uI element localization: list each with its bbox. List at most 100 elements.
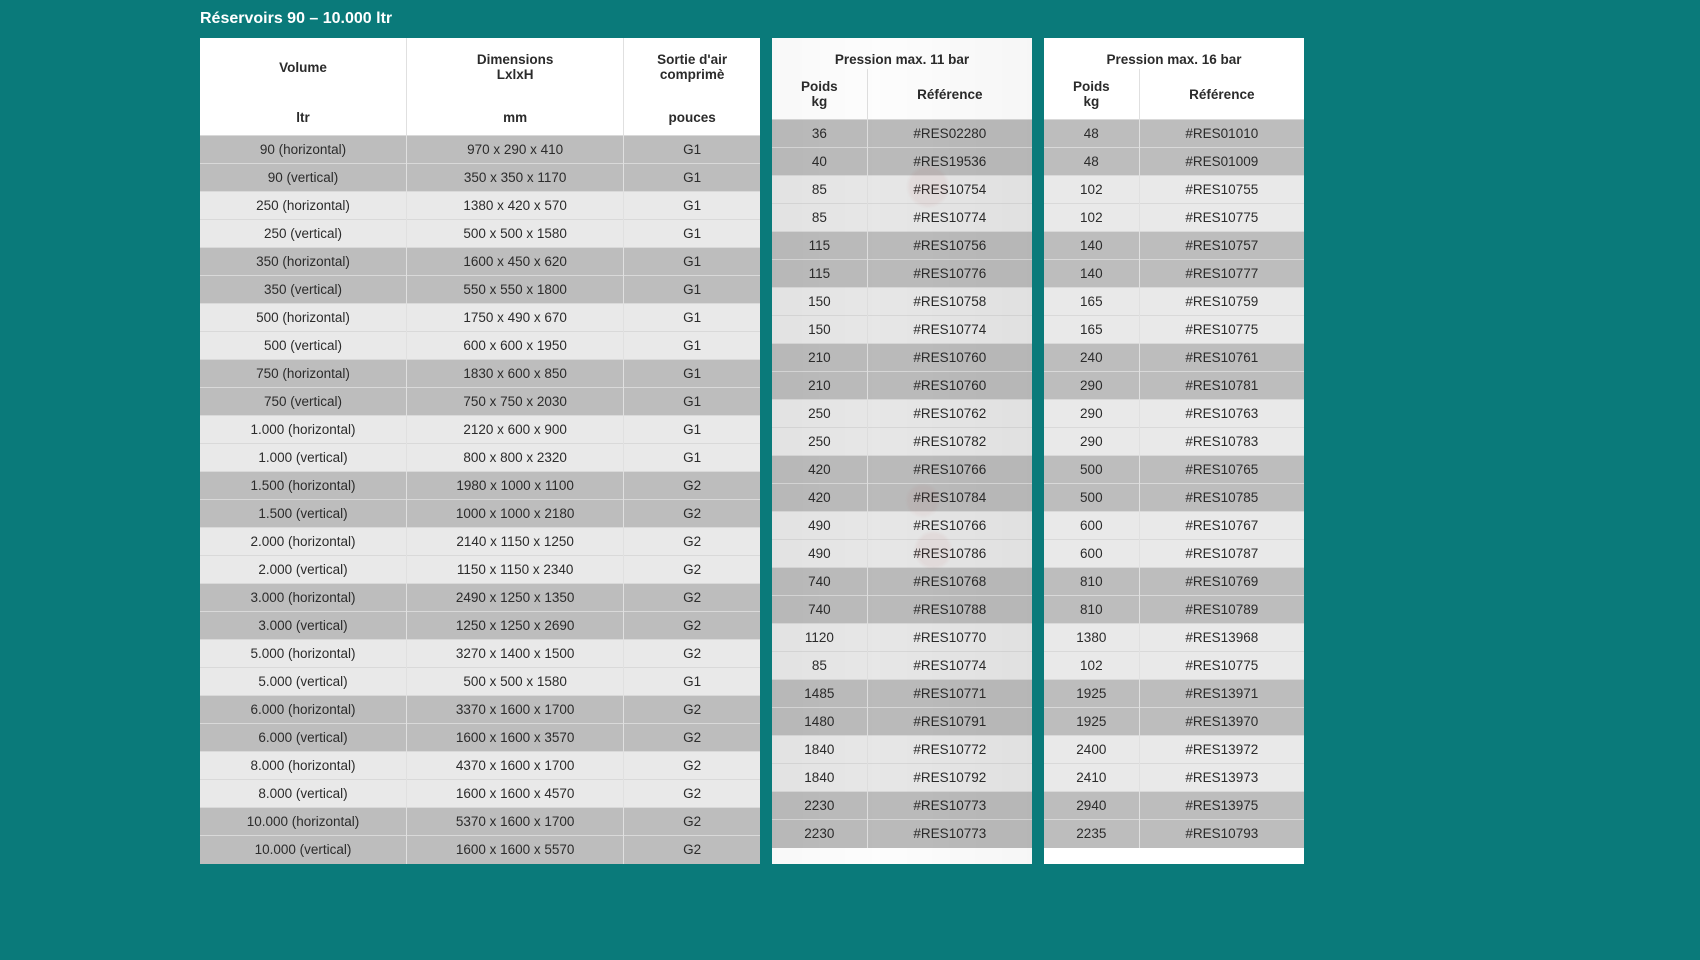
cell-ref-16: #RES13973 <box>1139 764 1304 792</box>
cell-weight-16: 102 <box>1044 652 1139 680</box>
cell-dimensions: 1250 x 1250 x 2690 <box>407 612 624 640</box>
table-row: 1480#RES10791 <box>772 708 1032 736</box>
table-row: 3.000 (horizontal)2490 x 1250 x 1350G2 <box>200 584 760 612</box>
cell-dimensions: 2120 x 600 x 900 <box>407 416 624 444</box>
col-dimensions-label: Dimensions LxlxH <box>407 38 624 84</box>
cell-weight-11: 2230 <box>772 820 867 848</box>
table-row: 500#RES10765 <box>1044 456 1304 484</box>
table-row: 6.000 (vertical)1600 x 1600 x 3570G2 <box>200 724 760 752</box>
cell-weight-16: 500 <box>1044 484 1139 512</box>
cell-weight-16: 1925 <box>1044 680 1139 708</box>
cell-volume: 3.000 (horizontal) <box>200 584 407 612</box>
cell-weight-11: 85 <box>772 176 867 204</box>
cell-weight-11: 1840 <box>772 736 867 764</box>
table-row: 250#RES10782 <box>772 428 1032 456</box>
cell-volume: 6.000 (vertical) <box>200 724 407 752</box>
table-row: 2400#RES13972 <box>1044 736 1304 764</box>
table-row: 1925#RES13971 <box>1044 680 1304 708</box>
cell-outlet: G2 <box>624 640 760 668</box>
cell-outlet: G1 <box>624 388 760 416</box>
table-row: 500#RES10785 <box>1044 484 1304 512</box>
cell-ref-11: #RES10773 <box>867 792 1032 820</box>
table-row: 1.500 (horizontal)1980 x 1000 x 1100G2 <box>200 472 760 500</box>
cell-weight-11: 210 <box>772 372 867 400</box>
cell-ref-11: #RES10766 <box>867 456 1032 484</box>
cell-volume: 3.000 (vertical) <box>200 612 407 640</box>
cell-ref-16: #RES01010 <box>1139 120 1304 148</box>
cell-weight-11: 2230 <box>772 792 867 820</box>
cell-ref-16: #RES13971 <box>1139 680 1304 708</box>
cell-weight-16: 810 <box>1044 596 1139 624</box>
cell-ref-11: #RES10770 <box>867 624 1032 652</box>
cell-ref-11: #RES10772 <box>867 736 1032 764</box>
cell-outlet: G1 <box>624 192 760 220</box>
cell-outlet: G1 <box>624 220 760 248</box>
cell-ref-16: #RES10755 <box>1139 176 1304 204</box>
cell-volume: 750 (vertical) <box>200 388 407 416</box>
col-p16-ref: Référence <box>1139 69 1304 120</box>
cell-ref-16: #RES10765 <box>1139 456 1304 484</box>
cell-ref-16: #RES10785 <box>1139 484 1304 512</box>
col-p16-weight: Poids kg <box>1044 69 1139 120</box>
cell-dimensions: 2490 x 1250 x 1350 <box>407 584 624 612</box>
cell-ref-11: #RES10784 <box>867 484 1032 512</box>
table-row: 85#RES10774 <box>772 204 1032 232</box>
cell-weight-16: 140 <box>1044 232 1139 260</box>
cell-dimensions: 600 x 600 x 1950 <box>407 332 624 360</box>
table-p16: Pression max. 16 bar Poids kg Référence … <box>1044 38 1304 848</box>
cell-dimensions: 1600 x 1600 x 5570 <box>407 836 624 864</box>
cell-ref-11: #RES10771 <box>867 680 1032 708</box>
cell-dimensions: 1380 x 420 x 570 <box>407 192 624 220</box>
table-row: 48#RES01010 <box>1044 120 1304 148</box>
table-row: 2230#RES10773 <box>772 792 1032 820</box>
cell-volume: 500 (horizontal) <box>200 304 407 332</box>
cell-outlet: G1 <box>624 332 760 360</box>
cell-weight-16: 290 <box>1044 428 1139 456</box>
cell-weight-11: 490 <box>772 512 867 540</box>
table-row: 2235#RES10793 <box>1044 820 1304 848</box>
cell-ref-11: #RES19536 <box>867 148 1032 176</box>
cell-weight-11: 1485 <box>772 680 867 708</box>
table-row: 115#RES10776 <box>772 260 1032 288</box>
cell-ref-16: #RES10761 <box>1139 344 1304 372</box>
page-container: Réservoirs 90 – 10.000 ltr Volume Dimens… <box>0 0 1700 870</box>
cell-volume: 10.000 (horizontal) <box>200 808 407 836</box>
table-row: 750 (vertical)750 x 750 x 2030G1 <box>200 388 760 416</box>
cell-dimensions: 3370 x 1600 x 1700 <box>407 696 624 724</box>
table-row: 140#RES10757 <box>1044 232 1304 260</box>
table-row: 250 (horizontal)1380 x 420 x 570G1 <box>200 192 760 220</box>
cell-ref-11: #RES10788 <box>867 596 1032 624</box>
col-p11-weight-label: Poids <box>801 79 838 94</box>
cell-weight-16: 102 <box>1044 204 1139 232</box>
cell-ref-16: #RES13975 <box>1139 792 1304 820</box>
col-outlet-unit: pouces <box>624 84 760 136</box>
cell-weight-16: 140 <box>1044 260 1139 288</box>
cell-ref-16: #RES10777 <box>1139 260 1304 288</box>
col-dimensions-text: Dimensions <box>477 52 554 67</box>
table-row: 5.000 (horizontal)3270 x 1400 x 1500G2 <box>200 640 760 668</box>
table-row: 1.000 (vertical)800 x 800 x 2320G1 <box>200 444 760 472</box>
cell-weight-16: 1925 <box>1044 708 1139 736</box>
cell-dimensions: 1150 x 1150 x 2340 <box>407 556 624 584</box>
cell-dimensions: 750 x 750 x 2030 <box>407 388 624 416</box>
table-row: 290#RES10763 <box>1044 400 1304 428</box>
table-row: 600#RES10787 <box>1044 540 1304 568</box>
table-row: 10.000 (horizontal)5370 x 1600 x 1700G2 <box>200 808 760 836</box>
cell-weight-16: 165 <box>1044 316 1139 344</box>
cell-volume: 1.000 (horizontal) <box>200 416 407 444</box>
table-row: 250#RES10762 <box>772 400 1032 428</box>
cell-weight-16: 2235 <box>1044 820 1139 848</box>
table-row: 810#RES10789 <box>1044 596 1304 624</box>
cell-ref-16: #RES10793 <box>1139 820 1304 848</box>
cell-weight-11: 1840 <box>772 764 867 792</box>
block-main: Volume Dimensions LxlxH Sortie d'air com… <box>200 38 760 864</box>
cell-ref-16: #RES10789 <box>1139 596 1304 624</box>
cell-outlet: G1 <box>624 416 760 444</box>
cell-outlet: G1 <box>624 360 760 388</box>
table-row: 490#RES10766 <box>772 512 1032 540</box>
cell-ref-16: #RES10775 <box>1139 204 1304 232</box>
cell-ref-11: #RES10760 <box>867 344 1032 372</box>
col-outlet-sub: comprimè <box>660 67 725 82</box>
cell-dimensions: 3270 x 1400 x 1500 <box>407 640 624 668</box>
cell-weight-16: 290 <box>1044 400 1139 428</box>
